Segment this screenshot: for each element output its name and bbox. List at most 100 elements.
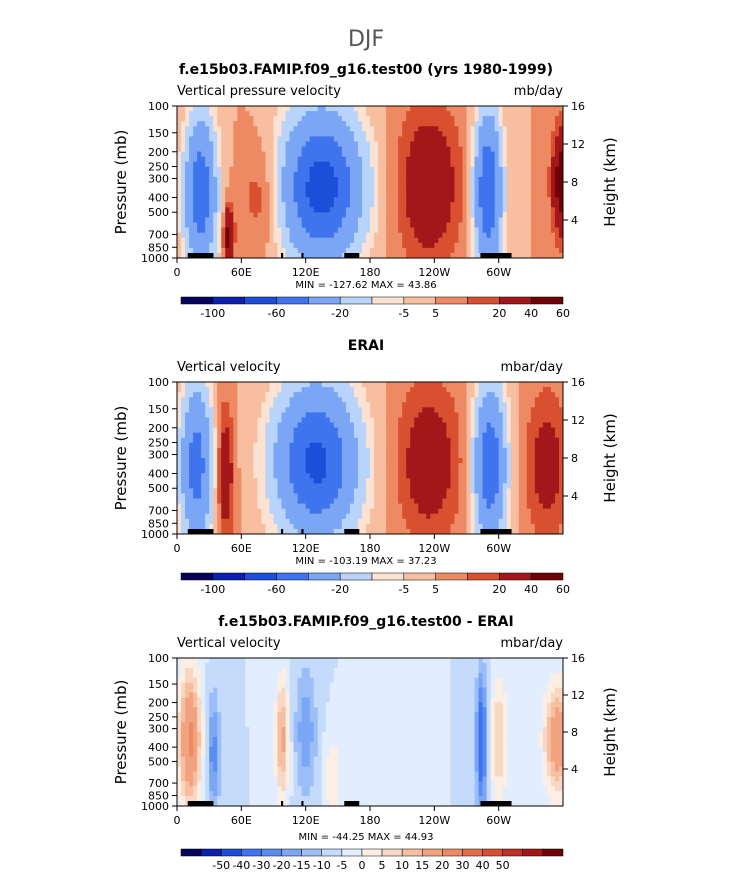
heatmap-cell bbox=[253, 458, 258, 464]
heatmap-cell bbox=[317, 197, 323, 203]
heatmap-cell bbox=[502, 447, 508, 454]
heatmap-cell bbox=[414, 111, 419, 117]
heatmap-cell bbox=[265, 197, 270, 203]
heatmap-cell bbox=[281, 463, 286, 469]
heatmap-cell bbox=[446, 247, 451, 254]
heatmap-cell bbox=[205, 106, 210, 112]
heatmap-cell bbox=[297, 437, 303, 444]
heatmap-cell bbox=[273, 427, 278, 434]
heatmap-cell bbox=[285, 121, 290, 127]
heatmap-cell bbox=[297, 161, 303, 168]
heatmap-cell bbox=[426, 106, 431, 112]
heatmap-cell bbox=[526, 166, 532, 173]
heatmap-cell bbox=[229, 197, 234, 203]
heatmap-cell bbox=[378, 382, 383, 388]
heatmap-cell bbox=[418, 227, 423, 234]
heatmap-cell bbox=[450, 402, 455, 408]
heatmap-cell bbox=[281, 207, 286, 213]
heatmap-cell bbox=[526, 452, 532, 459]
heatmap-cell bbox=[514, 192, 520, 198]
heatmap-cell bbox=[426, 192, 431, 198]
heatmap-cell bbox=[185, 111, 190, 117]
heatmap-cell bbox=[361, 397, 367, 403]
heatmap-cell bbox=[446, 463, 451, 469]
heatmap-cell bbox=[558, 382, 564, 388]
heatmap-cell bbox=[289, 217, 294, 223]
heatmap-cell bbox=[225, 247, 230, 254]
heatmap-cell bbox=[273, 171, 278, 178]
heatmap-cell bbox=[361, 483, 367, 489]
heatmap-cell bbox=[466, 176, 471, 183]
heatmap-cell bbox=[418, 171, 423, 178]
heatmap-cell bbox=[305, 166, 311, 173]
heatmap-cell bbox=[370, 452, 375, 459]
heatmap-cell bbox=[205, 126, 210, 132]
heatmap-cell bbox=[522, 437, 528, 444]
heatmap-cell bbox=[442, 452, 447, 459]
heatmap-cell bbox=[426, 197, 431, 203]
heatmap-cell bbox=[225, 136, 230, 142]
heatmap-cell bbox=[458, 232, 463, 239]
heatmap-cell bbox=[502, 121, 508, 127]
heatmap-cell bbox=[221, 166, 226, 173]
heatmap-cell bbox=[510, 387, 516, 393]
heatmap-cell bbox=[386, 483, 391, 489]
heatmap-cell bbox=[382, 397, 387, 403]
heatmap-cell bbox=[370, 116, 375, 122]
heatmap-cell bbox=[333, 412, 339, 418]
heatmap-cell bbox=[209, 212, 214, 218]
heatmap-cell bbox=[313, 126, 319, 132]
heatmap-cell bbox=[506, 222, 512, 228]
heatmap-cell bbox=[390, 442, 395, 449]
heatmap-cell bbox=[241, 136, 246, 142]
heatmap-cell bbox=[526, 478, 532, 484]
heatmap-cell bbox=[297, 468, 303, 474]
heatmap-cell bbox=[406, 106, 411, 112]
heatmap-cell bbox=[530, 212, 536, 218]
heatmap-cell bbox=[305, 237, 311, 244]
heatmap-cell bbox=[442, 126, 447, 132]
heatmap-cell bbox=[265, 141, 270, 147]
heatmap-cell bbox=[273, 452, 278, 459]
heatmap-cell bbox=[213, 382, 218, 388]
heatmap-cell bbox=[550, 252, 556, 259]
heatmap-cell bbox=[514, 222, 520, 228]
heatmap-cell bbox=[490, 478, 496, 484]
heatmap-cell bbox=[402, 392, 407, 398]
heatmap-cell bbox=[414, 207, 419, 213]
heatmap-cell bbox=[285, 382, 290, 388]
heatmap-cell bbox=[357, 106, 363, 112]
heatmap-cell bbox=[454, 121, 459, 127]
heatmap-cell bbox=[482, 187, 487, 193]
heatmap-cell bbox=[462, 227, 467, 234]
heatmap-cell bbox=[189, 473, 194, 479]
heatmap-cell bbox=[374, 136, 379, 142]
heatmap-cell bbox=[474, 192, 479, 198]
heatmap-cell bbox=[450, 136, 455, 142]
heatmap-cell bbox=[177, 217, 182, 223]
heatmap-cell bbox=[478, 402, 483, 408]
heatmap-cell bbox=[478, 242, 483, 249]
heatmap-cell bbox=[446, 151, 451, 158]
heatmap-cell bbox=[237, 397, 242, 403]
heatmap-cell bbox=[297, 242, 303, 249]
heatmap-cell bbox=[438, 136, 443, 142]
heatmap-cell bbox=[361, 197, 367, 203]
heatmap-cell bbox=[482, 447, 487, 454]
heatmap-cell bbox=[233, 407, 238, 413]
heatmap-cell bbox=[333, 156, 339, 163]
heatmap-cell bbox=[478, 387, 483, 393]
heatmap-cell bbox=[386, 212, 391, 218]
heatmap-cell bbox=[237, 247, 242, 254]
heatmap-cell bbox=[241, 252, 246, 259]
heatmap-cell bbox=[462, 458, 467, 464]
heatmap-cell bbox=[518, 473, 524, 479]
heatmap-cell bbox=[309, 397, 315, 403]
heatmap-cell bbox=[205, 387, 210, 393]
heatmap-cell bbox=[386, 252, 391, 259]
heatmap-cell bbox=[418, 121, 423, 127]
heatmap-cell bbox=[386, 121, 391, 127]
heatmap-cell bbox=[418, 458, 423, 464]
heatmap-cell bbox=[349, 166, 355, 173]
heatmap-cell bbox=[430, 407, 435, 413]
